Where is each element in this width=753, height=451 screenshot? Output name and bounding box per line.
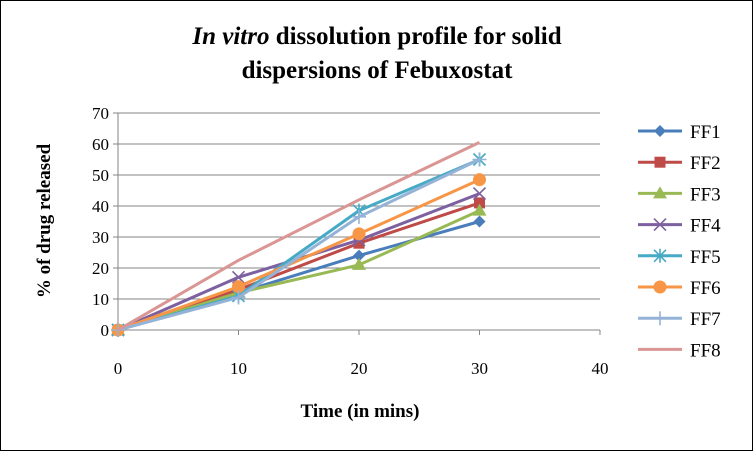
y-tick-label: 0 [101, 321, 110, 340]
data-point-ff4 [231, 270, 246, 284]
legend-item-ff2: FF2 [638, 153, 721, 174]
x-axis-label: Time (in mins) [301, 401, 420, 422]
y-axis-label: % of drug released [34, 143, 55, 298]
legend-label: FF6 [690, 278, 721, 299]
data-point-ff7 [352, 209, 366, 224]
data-point-ff6 [473, 173, 486, 187]
data-point-ff1 [353, 249, 365, 262]
series-group [111, 141, 487, 337]
legend-label: FF8 [690, 340, 721, 361]
legend-marker [654, 156, 666, 168]
series-ff7 [111, 152, 487, 337]
x-tick-label: 10 [230, 359, 247, 378]
data-point-ff3 [472, 203, 487, 216]
legend-label: FF1 [690, 122, 721, 143]
data-point-ff2 [353, 237, 365, 249]
data-point-ff7 [231, 290, 246, 305]
legend-marker [653, 311, 667, 326]
y-tick-label: 20 [92, 259, 109, 278]
y-tick-label: 60 [92, 135, 109, 154]
x-tick-label: 30 [471, 359, 488, 378]
series-line-ff6 [117, 178, 481, 332]
legend: FF1 FF2 FF3 FF4 FF5 FF6 FF7 FF8 [638, 122, 721, 361]
legend-marker [653, 280, 667, 294]
gridlines [118, 112, 600, 300]
legend-label: FF5 [690, 247, 721, 268]
chart-title-italic: In vitro [191, 23, 269, 50]
legend-label: FF4 [690, 216, 721, 237]
legend-item-ff3: FF3 [638, 184, 721, 205]
data-point-ff6 [352, 227, 366, 241]
data-point-ff2 [474, 197, 485, 209]
chart-title-rest: dissolution profile for solid [276, 23, 562, 50]
legend-item-ff4: FF4 [638, 216, 721, 237]
series-line-ff7 [117, 158, 481, 332]
legend-label: FF3 [690, 184, 721, 205]
chart-title-line1: In vitro dissolution profile for solid [191, 23, 561, 50]
axes: 0 10 20 30 40 50 60 70 0 10 20 30 40 [92, 104, 609, 378]
data-point-ff3 [352, 257, 366, 270]
series-line-ff8 [117, 141, 481, 332]
legend-item-ff1: FF1 [638, 122, 721, 143]
x-tick-label: 40 [592, 359, 609, 378]
legend-label: FF2 [690, 153, 721, 174]
legend-item-ff8: FF8 [638, 340, 721, 361]
chart-title-line2: dispersions of Febuxostat [242, 57, 514, 84]
legend-marker [653, 218, 667, 232]
series-ff8 [117, 141, 481, 332]
y-tick-label: 50 [92, 166, 109, 185]
legend-item-ff5: FF5 [638, 247, 721, 268]
y-tick-label: 10 [92, 290, 109, 309]
legend-label: FF7 [690, 309, 721, 330]
x-tick-label: 20 [351, 359, 368, 378]
legend-item-ff6: FF6 [638, 278, 721, 299]
y-tick-label: 70 [92, 104, 109, 123]
data-point-ff1 [473, 215, 486, 228]
legend-marker [653, 248, 667, 263]
data-point-ff7 [472, 152, 487, 167]
legend-item-ff7: FF7 [638, 309, 721, 330]
y-tick-label: 40 [92, 197, 109, 216]
data-point-ff4 [472, 187, 487, 201]
legend-marker [653, 186, 667, 199]
legend-marker [654, 125, 666, 137]
x-tick-label: 0 [114, 359, 123, 378]
y-tick-label: 30 [92, 228, 109, 247]
data-point-ff6 [232, 280, 245, 294]
